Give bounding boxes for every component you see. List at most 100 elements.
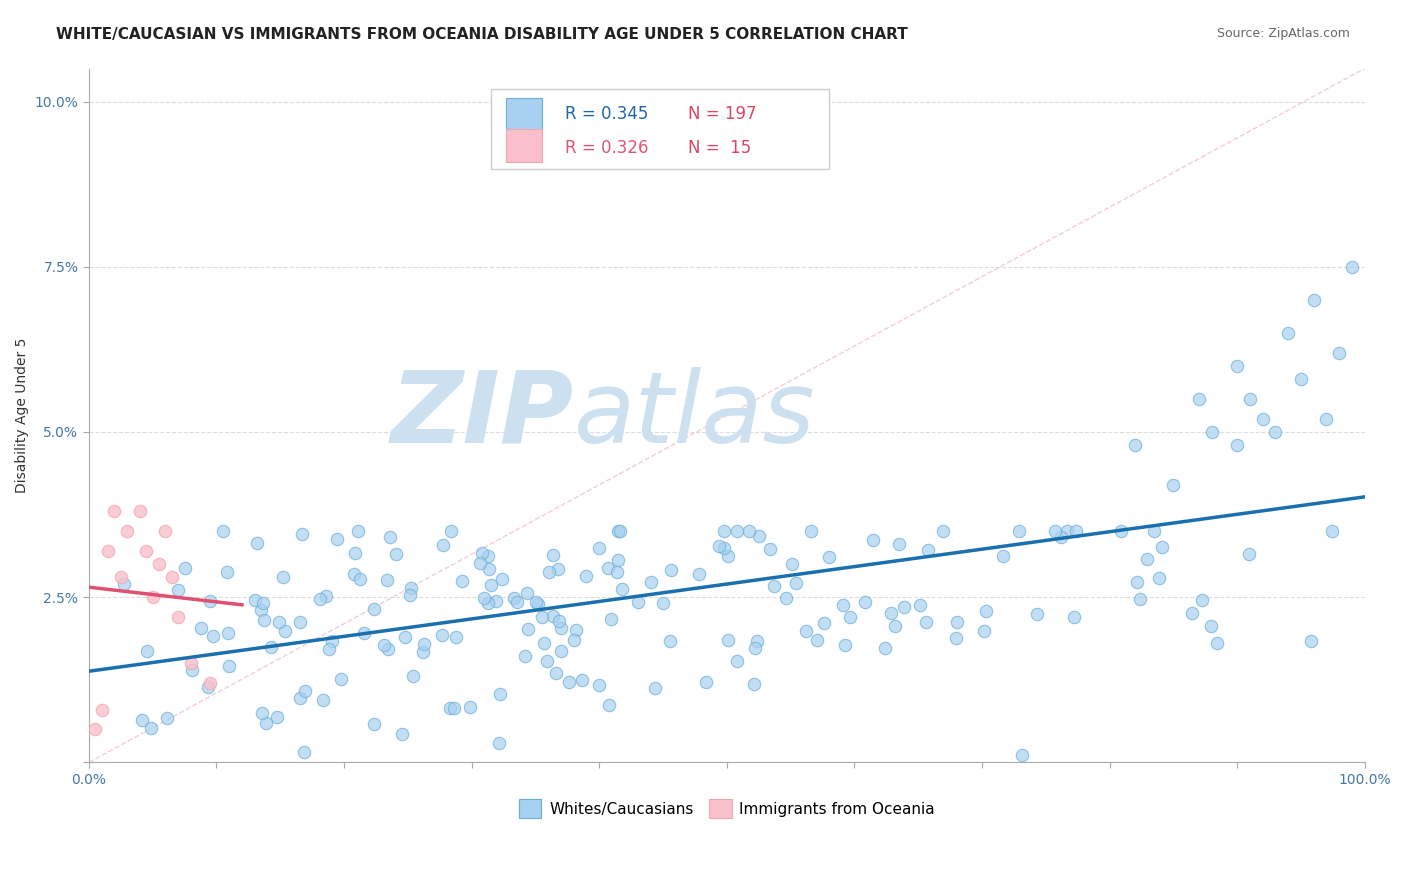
Point bbox=[945, 631, 967, 645]
Point bbox=[607, 553, 630, 567]
Point bbox=[744, 677, 766, 691]
Point bbox=[533, 636, 555, 650]
Point bbox=[181, 663, 204, 677]
Point bbox=[110, 570, 132, 584]
Point bbox=[571, 673, 593, 687]
Point bbox=[292, 745, 315, 759]
Point bbox=[1277, 326, 1299, 340]
Point bbox=[713, 524, 735, 538]
Point bbox=[543, 548, 565, 562]
Point bbox=[1199, 619, 1222, 633]
Point bbox=[103, 504, 125, 518]
Point bbox=[1149, 571, 1171, 585]
Point bbox=[1188, 392, 1211, 406]
Point bbox=[142, 591, 165, 605]
Point bbox=[197, 681, 219, 695]
Point bbox=[288, 691, 311, 706]
Point bbox=[375, 574, 398, 588]
Point bbox=[243, 593, 266, 607]
Point bbox=[330, 672, 353, 686]
Point bbox=[269, 615, 291, 629]
Point bbox=[588, 541, 610, 556]
Point bbox=[148, 557, 170, 571]
Point bbox=[444, 630, 467, 644]
Point bbox=[1008, 524, 1031, 538]
Point bbox=[503, 591, 526, 605]
Point bbox=[537, 565, 560, 579]
Point bbox=[884, 619, 907, 633]
Point bbox=[155, 711, 177, 725]
Point bbox=[794, 624, 817, 638]
Point bbox=[321, 633, 343, 648]
Point bbox=[1320, 524, 1343, 538]
Point bbox=[1011, 747, 1033, 762]
Point bbox=[439, 701, 461, 715]
Point bbox=[651, 596, 673, 610]
Point bbox=[564, 624, 586, 638]
Point bbox=[763, 579, 786, 593]
Point bbox=[547, 562, 569, 576]
Point bbox=[1109, 524, 1132, 538]
Point bbox=[853, 595, 876, 609]
Point bbox=[973, 624, 995, 638]
Point bbox=[478, 562, 501, 576]
Point bbox=[347, 524, 370, 538]
Point bbox=[218, 658, 240, 673]
Point bbox=[1123, 438, 1146, 452]
Point bbox=[1143, 524, 1166, 538]
Point bbox=[915, 615, 938, 629]
Point bbox=[879, 606, 901, 620]
Point bbox=[875, 641, 897, 656]
FancyBboxPatch shape bbox=[506, 97, 541, 131]
Point bbox=[271, 570, 294, 584]
Point bbox=[1206, 635, 1229, 649]
Point bbox=[932, 524, 955, 538]
Point bbox=[489, 687, 512, 701]
Point bbox=[893, 600, 915, 615]
Point bbox=[318, 641, 340, 656]
Point bbox=[136, 644, 159, 658]
Point bbox=[342, 566, 364, 581]
Point bbox=[695, 674, 717, 689]
Point bbox=[515, 649, 537, 664]
Point bbox=[491, 572, 513, 586]
Point bbox=[399, 581, 422, 595]
Point bbox=[910, 598, 932, 612]
Point bbox=[813, 615, 835, 630]
Point bbox=[432, 538, 454, 552]
Point bbox=[738, 524, 761, 538]
Point bbox=[315, 589, 337, 603]
Point bbox=[834, 638, 856, 652]
Point bbox=[472, 591, 495, 605]
Point bbox=[744, 640, 766, 655]
Point bbox=[385, 547, 408, 561]
Point bbox=[707, 539, 730, 553]
Point bbox=[201, 629, 224, 643]
Point bbox=[399, 588, 422, 602]
Point bbox=[412, 645, 434, 659]
Point bbox=[131, 713, 153, 727]
Point bbox=[606, 565, 628, 579]
Point bbox=[252, 597, 274, 611]
Point bbox=[173, 561, 195, 575]
Point bbox=[1201, 425, 1223, 439]
Point bbox=[155, 524, 177, 538]
Point bbox=[190, 622, 212, 636]
Point bbox=[1239, 392, 1261, 406]
Point bbox=[536, 654, 558, 668]
FancyBboxPatch shape bbox=[491, 89, 828, 169]
Point bbox=[217, 626, 239, 640]
Point bbox=[993, 549, 1015, 564]
Point bbox=[516, 586, 538, 600]
Point bbox=[1163, 478, 1185, 492]
Point bbox=[1064, 524, 1087, 538]
Point bbox=[1050, 530, 1073, 544]
Point bbox=[659, 563, 682, 577]
Point bbox=[1063, 610, 1085, 624]
Point bbox=[253, 613, 276, 627]
Point bbox=[1152, 541, 1174, 555]
Point bbox=[782, 558, 804, 572]
Point bbox=[1226, 438, 1249, 452]
Point bbox=[758, 541, 780, 556]
Point bbox=[160, 570, 183, 584]
